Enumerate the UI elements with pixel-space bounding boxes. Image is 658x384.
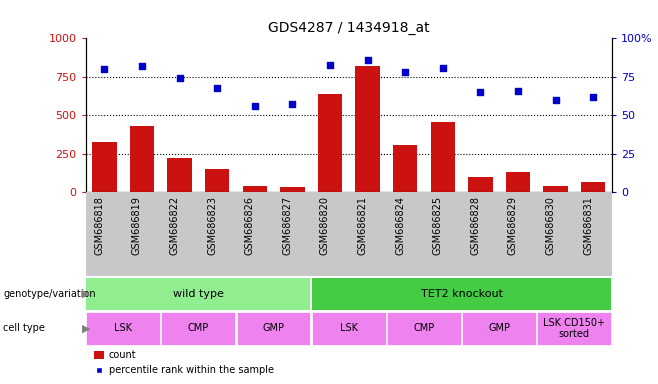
Text: CMP: CMP — [188, 323, 209, 333]
FancyBboxPatch shape — [161, 312, 235, 344]
Text: genotype/variation: genotype/variation — [3, 289, 96, 299]
Bar — [205, 169, 230, 192]
Text: GSM686829: GSM686829 — [508, 196, 518, 255]
Point — [249, 103, 260, 109]
Bar — [430, 122, 455, 192]
FancyBboxPatch shape — [463, 312, 536, 344]
Point — [137, 63, 147, 69]
Text: GMP: GMP — [263, 323, 284, 333]
Text: cell type: cell type — [3, 323, 45, 333]
Text: GSM686823: GSM686823 — [207, 196, 217, 255]
Text: wild type: wild type — [173, 289, 224, 299]
Text: GSM686828: GSM686828 — [470, 196, 480, 255]
FancyBboxPatch shape — [86, 192, 612, 276]
Bar — [468, 177, 493, 192]
FancyBboxPatch shape — [86, 278, 311, 310]
Text: LSK: LSK — [114, 323, 132, 333]
Text: CMP: CMP — [413, 323, 434, 333]
Bar — [92, 142, 116, 192]
Text: GSM686820: GSM686820 — [320, 196, 330, 255]
Bar — [167, 158, 191, 192]
Text: LSK: LSK — [340, 323, 358, 333]
Text: GSM686821: GSM686821 — [357, 196, 368, 255]
Text: GSM686825: GSM686825 — [433, 196, 443, 255]
Text: LSK CD150+
sorted: LSK CD150+ sorted — [544, 318, 605, 339]
Bar — [393, 145, 417, 192]
Point — [588, 94, 598, 100]
Point — [438, 65, 448, 71]
Point — [99, 66, 110, 72]
Bar — [506, 172, 530, 192]
Text: GSM686819: GSM686819 — [132, 196, 142, 255]
Text: GSM686827: GSM686827 — [282, 196, 292, 255]
Bar — [318, 94, 342, 192]
Text: GSM686826: GSM686826 — [245, 196, 255, 255]
Bar — [581, 182, 605, 192]
Point — [363, 57, 373, 63]
FancyBboxPatch shape — [312, 312, 386, 344]
Text: ▶: ▶ — [82, 323, 91, 333]
Bar — [544, 186, 568, 192]
Point — [400, 69, 411, 75]
Text: GSM686822: GSM686822 — [170, 196, 180, 255]
Text: ▶: ▶ — [82, 289, 91, 299]
Point — [475, 89, 486, 95]
Text: GSM686830: GSM686830 — [545, 196, 555, 255]
Text: GMP: GMP — [488, 323, 510, 333]
FancyBboxPatch shape — [538, 312, 611, 344]
Point — [513, 88, 523, 94]
FancyBboxPatch shape — [312, 278, 611, 310]
Text: GSM686831: GSM686831 — [583, 196, 593, 255]
Text: GSM686824: GSM686824 — [395, 196, 405, 255]
Bar — [280, 187, 305, 192]
Bar — [130, 126, 154, 192]
Bar — [355, 66, 380, 192]
Legend: count, percentile rank within the sample: count, percentile rank within the sample — [90, 346, 278, 379]
Title: GDS4287 / 1434918_at: GDS4287 / 1434918_at — [268, 21, 430, 35]
Point — [550, 97, 561, 103]
Point — [212, 84, 222, 91]
FancyBboxPatch shape — [387, 312, 461, 344]
Point — [324, 61, 335, 68]
Bar — [243, 186, 267, 192]
FancyBboxPatch shape — [237, 312, 311, 344]
Text: GSM686818: GSM686818 — [94, 196, 105, 255]
FancyBboxPatch shape — [86, 312, 160, 344]
Point — [287, 101, 297, 108]
Point — [174, 75, 185, 81]
Text: TET2 knockout: TET2 knockout — [420, 289, 503, 299]
